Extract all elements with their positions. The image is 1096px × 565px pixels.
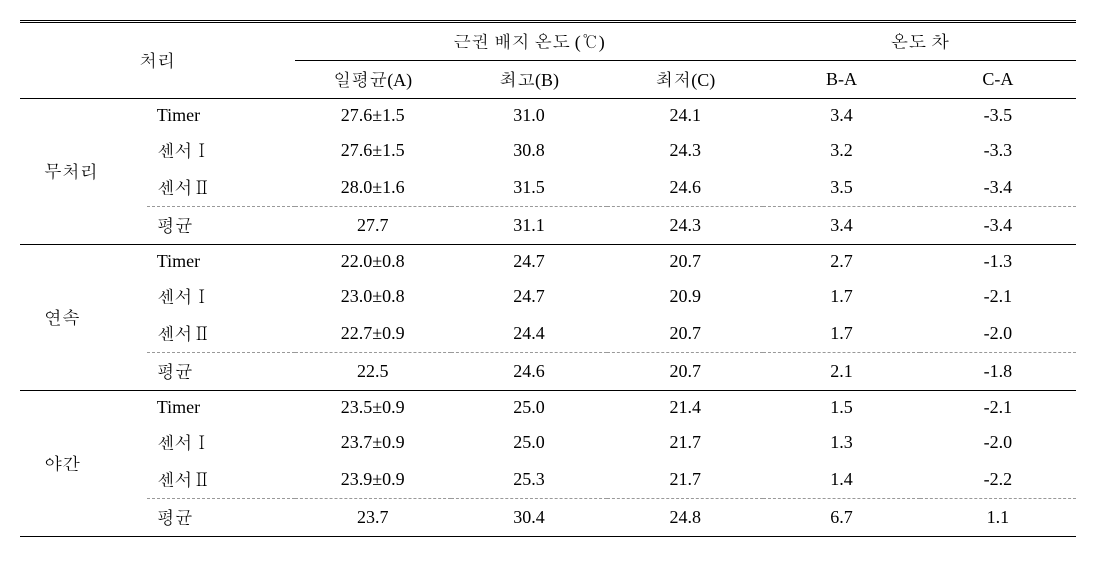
cell-max: 24.4 xyxy=(451,315,607,353)
cell-min: 20.7 xyxy=(607,315,763,353)
cell-ca: -2.1 xyxy=(920,391,1076,425)
cell-ba: 1.7 xyxy=(763,315,919,353)
cell-ba: 6.7 xyxy=(763,499,919,537)
cell-max: 25.3 xyxy=(451,461,607,499)
header-daily-avg: 일평균(A) xyxy=(295,61,451,99)
cell-min: 24.8 xyxy=(607,499,763,537)
cell-max: 31.1 xyxy=(451,207,607,245)
cell-max: 24.6 xyxy=(451,353,607,391)
cell-avg: 27.6±1.5 xyxy=(295,132,451,169)
cell-avg: 23.7±0.9 xyxy=(295,424,451,461)
header-treatment: 처리 xyxy=(20,22,295,99)
cell-ca: -3.3 xyxy=(920,132,1076,169)
cell-max: 30.4 xyxy=(451,499,607,537)
cell-ba: 3.5 xyxy=(763,169,919,207)
cell-ca: -1.3 xyxy=(920,245,1076,279)
cell-max: 31.0 xyxy=(451,99,607,133)
group-name: 연속 xyxy=(20,245,147,391)
cell-avg: 27.7 xyxy=(295,207,451,245)
cell-ca: -3.4 xyxy=(920,169,1076,207)
cell-avg: 28.0±1.6 xyxy=(295,169,451,207)
cell-ba: 1.7 xyxy=(763,278,919,315)
table-row-avg: 평균27.731.124.33.4-3.4 xyxy=(20,207,1076,245)
row-label-avg: 평균 xyxy=(147,499,295,537)
cell-ba: 3.4 xyxy=(763,99,919,133)
cell-max: 31.5 xyxy=(451,169,607,207)
cell-ca: -2.0 xyxy=(920,315,1076,353)
row-label: 센서Ⅰ xyxy=(147,278,295,315)
table-row: 센서Ⅰ23.7±0.925.021.71.3-2.0 xyxy=(20,424,1076,461)
group-name: 야간 xyxy=(20,391,147,537)
cell-min: 24.3 xyxy=(607,207,763,245)
row-label: 센서Ⅰ xyxy=(147,132,295,169)
cell-max: 25.0 xyxy=(451,424,607,461)
cell-ba: 3.2 xyxy=(763,132,919,169)
header-max: 최고(B) xyxy=(451,61,607,99)
cell-min: 20.9 xyxy=(607,278,763,315)
table-row: 야간Timer23.5±0.925.021.41.5-2.1 xyxy=(20,391,1076,425)
cell-ca: -3.4 xyxy=(920,207,1076,245)
cell-avg: 23.9±0.9 xyxy=(295,461,451,499)
cell-ca: -2.0 xyxy=(920,424,1076,461)
row-label: Timer xyxy=(147,245,295,279)
cell-min: 20.7 xyxy=(607,245,763,279)
row-label: Timer xyxy=(147,391,295,425)
cell-ca: 1.1 xyxy=(920,499,1076,537)
cell-min: 24.1 xyxy=(607,99,763,133)
cell-avg: 23.0±0.8 xyxy=(295,278,451,315)
cell-avg: 27.6±1.5 xyxy=(295,99,451,133)
table-row: 센서Ⅱ28.0±1.631.524.63.5-3.4 xyxy=(20,169,1076,207)
cell-ba: 1.5 xyxy=(763,391,919,425)
cell-min: 24.3 xyxy=(607,132,763,169)
cell-ba: 1.4 xyxy=(763,461,919,499)
table-row: 센서Ⅱ23.9±0.925.321.71.4-2.2 xyxy=(20,461,1076,499)
row-label-avg: 평균 xyxy=(147,207,295,245)
cell-avg: 23.5±0.9 xyxy=(295,391,451,425)
cell-avg: 23.7 xyxy=(295,499,451,537)
cell-ba: 2.1 xyxy=(763,353,919,391)
row-label: 센서Ⅱ xyxy=(147,315,295,353)
row-label-avg: 평균 xyxy=(147,353,295,391)
group-name: 무처리 xyxy=(20,99,147,245)
table-row-avg: 평균22.524.620.72.1-1.8 xyxy=(20,353,1076,391)
cell-avg: 22.0±0.8 xyxy=(295,245,451,279)
data-table: 처리 근권 배지 온도 (℃) 온도 차 일평균(A) 최고(B) 최저(C) … xyxy=(20,20,1076,537)
cell-ba: 2.7 xyxy=(763,245,919,279)
header-temp-diff: 온도 차 xyxy=(763,22,1076,61)
table-row-avg: 평균23.730.424.86.71.1 xyxy=(20,499,1076,537)
cell-min: 20.7 xyxy=(607,353,763,391)
header-root-temp: 근권 배지 온도 (℃) xyxy=(295,22,764,61)
cell-max: 24.7 xyxy=(451,278,607,315)
table-row: 무처리Timer27.6±1.531.024.13.4-3.5 xyxy=(20,99,1076,133)
table-row: 연속Timer22.0±0.824.720.72.7-1.3 xyxy=(20,245,1076,279)
row-label: 센서Ⅰ xyxy=(147,424,295,461)
cell-min: 21.7 xyxy=(607,461,763,499)
table-row: 센서Ⅱ22.7±0.924.420.71.7-2.0 xyxy=(20,315,1076,353)
cell-max: 25.0 xyxy=(451,391,607,425)
cell-min: 21.7 xyxy=(607,424,763,461)
cell-ca: -3.5 xyxy=(920,99,1076,133)
cell-max: 30.8 xyxy=(451,132,607,169)
cell-ba: 1.3 xyxy=(763,424,919,461)
row-label: Timer xyxy=(147,99,295,133)
cell-min: 24.6 xyxy=(607,169,763,207)
header-ba: B-A xyxy=(763,61,919,99)
cell-max: 24.7 xyxy=(451,245,607,279)
header-min: 최저(C) xyxy=(607,61,763,99)
cell-ca: -2.2 xyxy=(920,461,1076,499)
header-ca: C-A xyxy=(920,61,1076,99)
cell-ca: -2.1 xyxy=(920,278,1076,315)
cell-ca: -1.8 xyxy=(920,353,1076,391)
cell-avg: 22.7±0.9 xyxy=(295,315,451,353)
cell-avg: 22.5 xyxy=(295,353,451,391)
row-label: 센서Ⅱ xyxy=(147,169,295,207)
row-label: 센서Ⅱ xyxy=(147,461,295,499)
cell-min: 21.4 xyxy=(607,391,763,425)
cell-ba: 3.4 xyxy=(763,207,919,245)
table-row: 센서Ⅰ27.6±1.530.824.33.2-3.3 xyxy=(20,132,1076,169)
table-row: 센서Ⅰ23.0±0.824.720.91.7-2.1 xyxy=(20,278,1076,315)
